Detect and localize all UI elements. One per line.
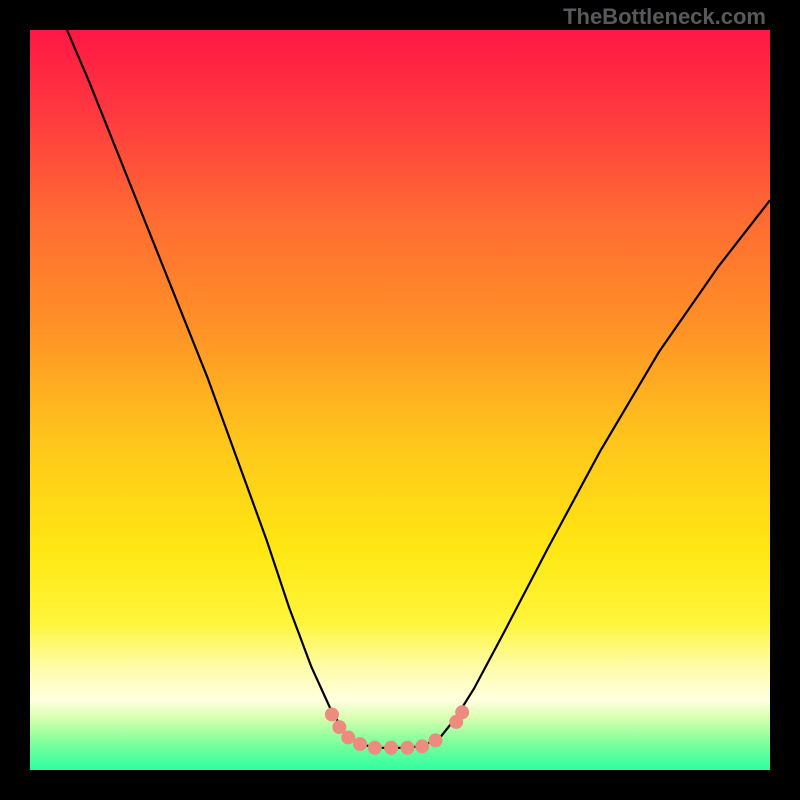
bottleneck-curve [67, 30, 770, 748]
plot-area [30, 30, 770, 770]
curve-layer [30, 30, 770, 770]
valley-markers [325, 705, 469, 755]
watermark-text: TheBottleneck.com [563, 4, 766, 30]
